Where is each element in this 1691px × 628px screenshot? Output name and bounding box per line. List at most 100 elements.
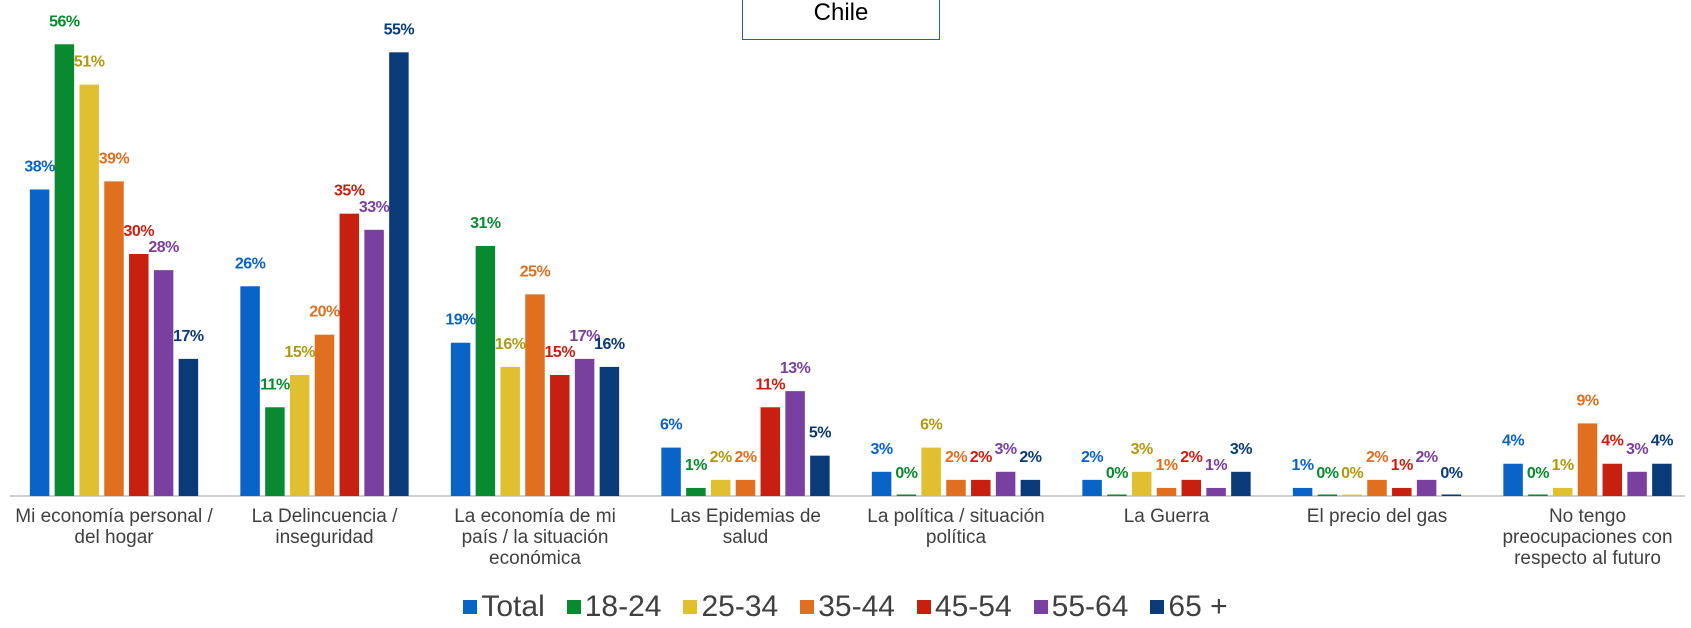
bar (896, 494, 917, 496)
bar (364, 229, 384, 497)
legend-item: 65 + (1150, 590, 1228, 624)
data-label: 1% (685, 457, 707, 474)
data-label: 38% (24, 158, 55, 175)
x-tick-label: La economía de mi país / la situación ec… (454, 506, 616, 569)
data-label: 5% (809, 425, 831, 442)
data-label: 17% (569, 328, 600, 345)
data-label: 2% (1081, 449, 1103, 466)
legend-item: 35-44 (800, 590, 895, 624)
data-label: 0% (1106, 465, 1128, 482)
data-label: 39% (99, 150, 130, 167)
legend-swatch (683, 600, 698, 614)
data-label: 15% (284, 344, 315, 361)
bar (153, 270, 174, 496)
bar (525, 294, 545, 496)
bar (1107, 494, 1127, 496)
data-label: 0% (1341, 465, 1363, 482)
bar (1206, 487, 1226, 496)
bar (710, 479, 731, 496)
x-tick-label: La Guerra (1123, 506, 1210, 527)
legend-swatch (800, 600, 815, 614)
chart-title: Chile (742, 0, 940, 40)
data-label: 11% (260, 376, 290, 393)
data-label: 30% (124, 223, 155, 240)
bar (735, 479, 756, 496)
legend-item: 55-64 (1033, 590, 1128, 624)
data-label: 0% (1527, 465, 1549, 482)
data-label: 6% (660, 417, 682, 434)
data-label: 4% (1601, 433, 1623, 450)
bar (1131, 471, 1152, 496)
bar (104, 181, 124, 496)
data-label: 2% (710, 449, 732, 466)
x-tick-label: No tengo preocupaciones con respecto al … (1502, 506, 1673, 569)
data-label: 1% (1391, 457, 1413, 474)
bar (995, 471, 1016, 496)
data-label: 1% (1292, 457, 1314, 474)
data-label: 20% (309, 304, 340, 321)
x-tick-label: Las Epidemias de salud (669, 506, 822, 548)
data-label: 2% (1019, 449, 1041, 466)
bar (599, 366, 620, 496)
data-label: 3% (995, 441, 1017, 458)
legend-label: Total (481, 590, 545, 623)
bar (1416, 479, 1437, 496)
data-label: 2% (970, 449, 992, 466)
bar (921, 447, 941, 496)
data-label: 9% (1576, 392, 1598, 409)
bar (1342, 494, 1362, 496)
bar (79, 84, 99, 496)
x-tick-label: Mi economía personal / del hogar (15, 506, 213, 548)
bar (661, 447, 681, 496)
bar (1317, 494, 1338, 496)
bar (1020, 479, 1041, 496)
data-label: 11% (755, 376, 785, 393)
data-label: 2% (734, 449, 756, 466)
data-label: 56% (49, 13, 80, 30)
data-label: 2% (1366, 449, 1388, 466)
bar (289, 375, 310, 496)
bar (1503, 463, 1523, 496)
data-label: 0% (1316, 465, 1338, 482)
data-label: 0% (895, 465, 917, 482)
bar (500, 366, 520, 496)
legend-label: 45-54 (934, 590, 1012, 623)
data-label: 16% (495, 336, 526, 353)
bar (1441, 494, 1462, 496)
data-label: 3% (871, 441, 893, 458)
bar (760, 407, 781, 496)
bar (339, 213, 360, 496)
data-label: 3% (1131, 441, 1153, 458)
bar (475, 245, 496, 496)
data-label: 26% (235, 255, 266, 272)
bar (265, 407, 285, 496)
data-label: 17% (173, 328, 204, 345)
legend-swatch (463, 600, 478, 614)
data-label: 2% (945, 449, 967, 466)
bar (1392, 487, 1412, 496)
bar (550, 375, 570, 496)
legend-item: 45-54 (916, 590, 1012, 624)
bar (574, 358, 595, 496)
legend-swatch (1150, 600, 1165, 614)
bar (29, 189, 50, 496)
data-label: 1% (1205, 457, 1227, 474)
data-label: 1% (1155, 457, 1177, 474)
bar (1577, 423, 1598, 496)
legend-item: 25-34 (683, 590, 778, 624)
data-label: 3% (1626, 441, 1648, 458)
data-label: 6% (920, 417, 942, 434)
data-label: 1% (1552, 457, 1574, 474)
bar (240, 286, 260, 496)
legend-swatch (1033, 600, 1048, 614)
legend-item: 18-24 (566, 590, 661, 624)
x-tick-label: La Delincuencia / inseguridad (251, 506, 398, 548)
legend-swatch (916, 600, 931, 614)
data-label: 2% (1416, 449, 1438, 466)
data-label: 2% (1180, 449, 1202, 466)
bar (1181, 479, 1202, 496)
data-label: 35% (334, 183, 365, 200)
bar (1292, 487, 1313, 496)
